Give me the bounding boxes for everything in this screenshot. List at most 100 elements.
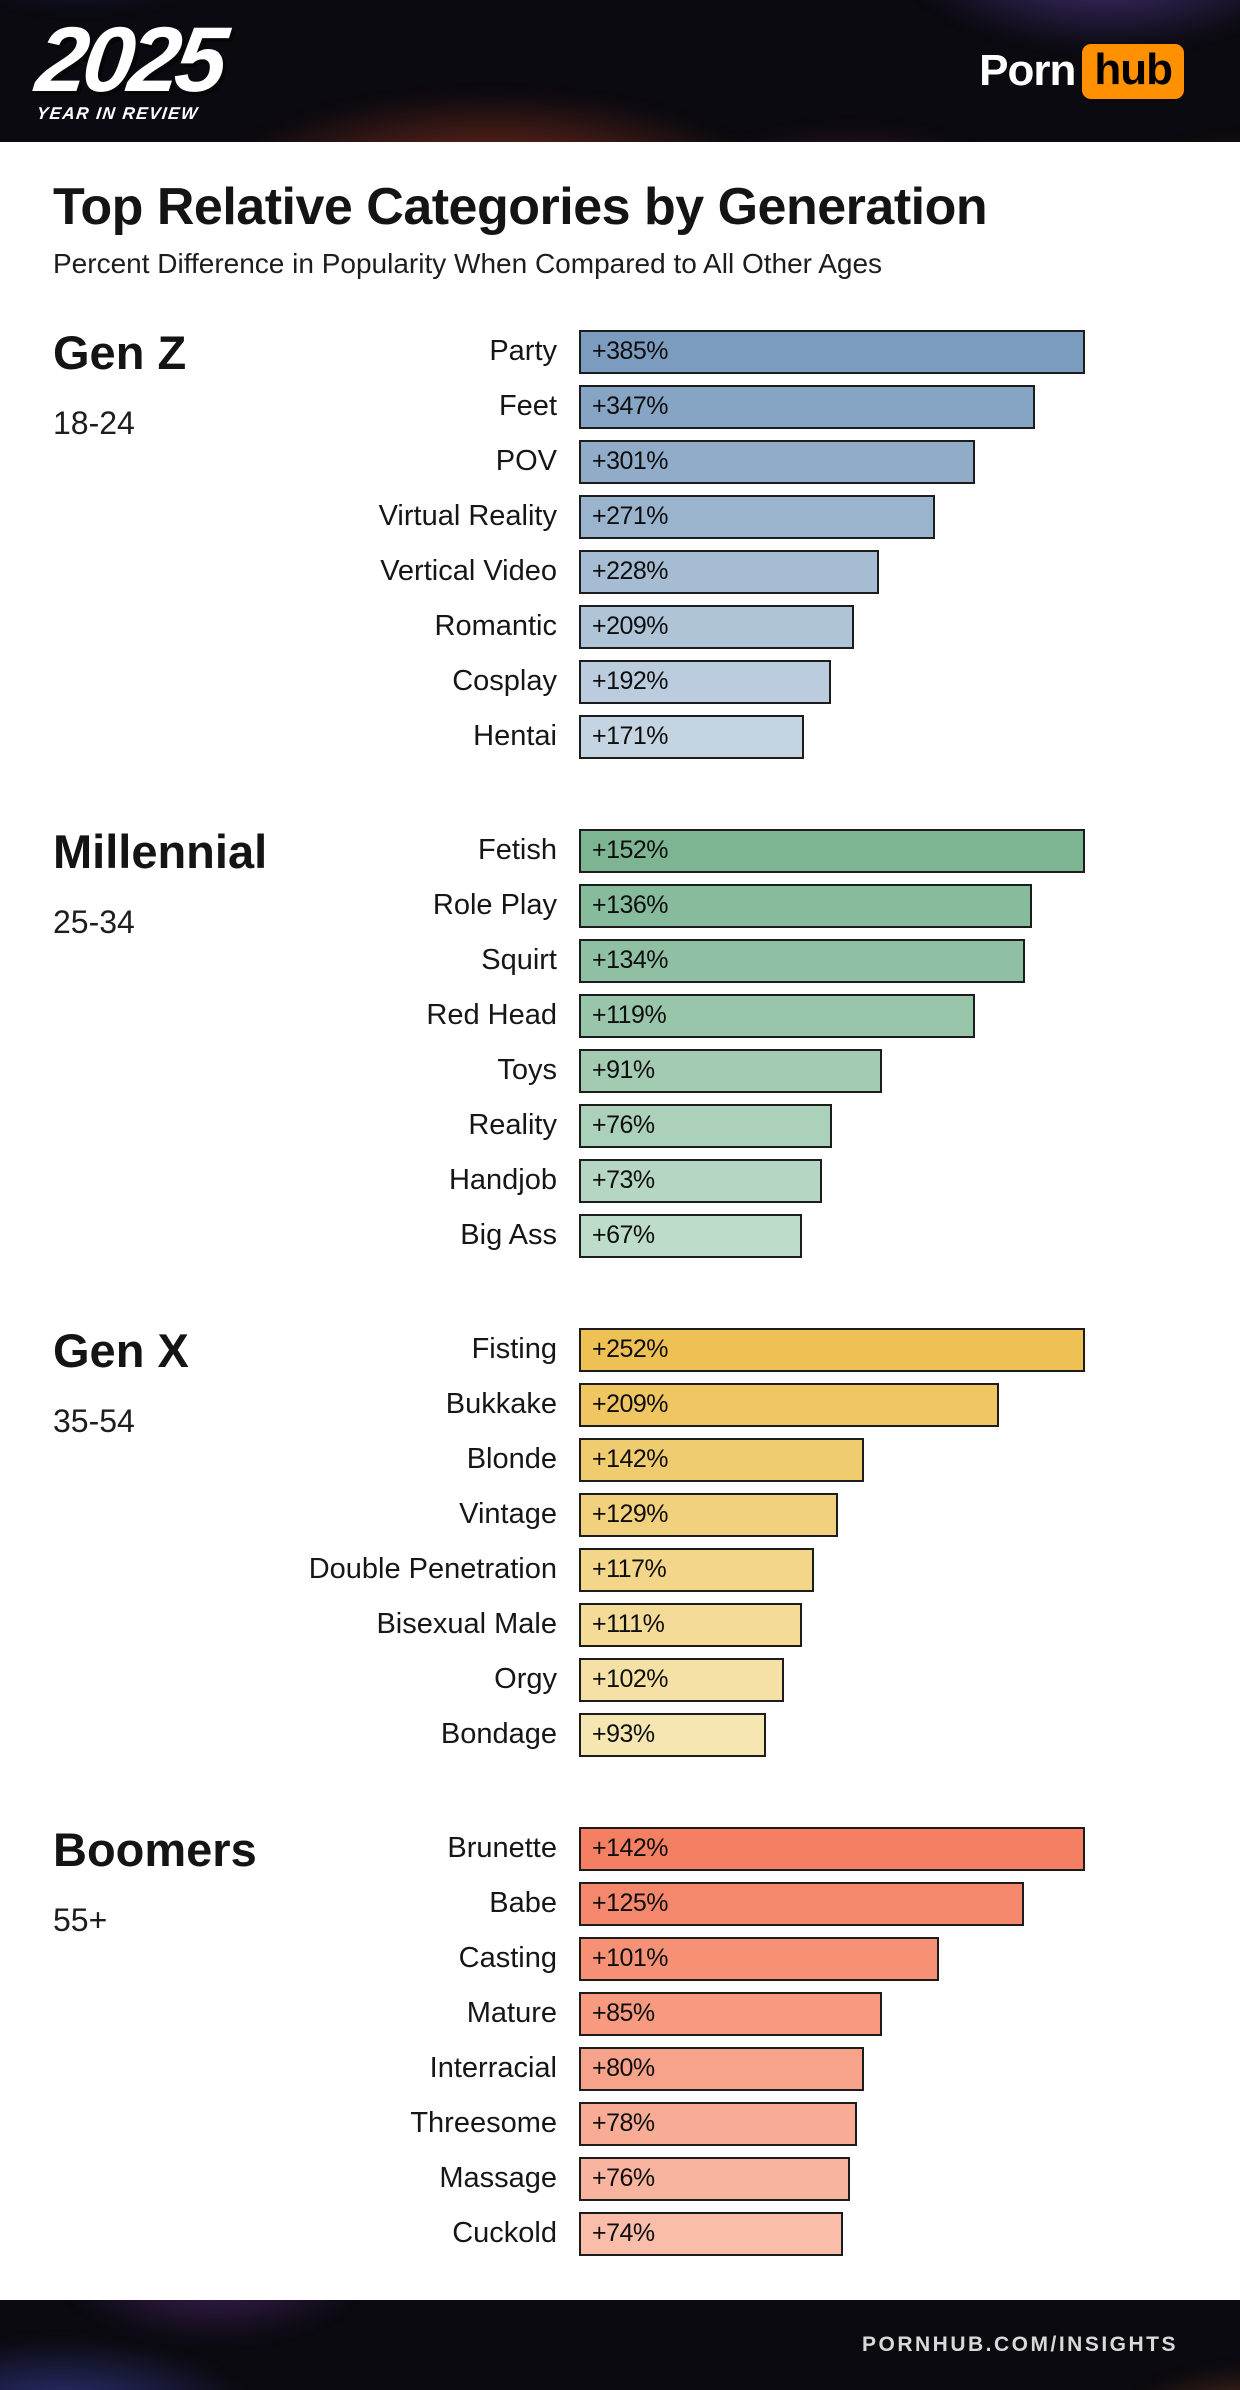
bar: +129% — [579, 1492, 839, 1537]
bar-value-label: +271% — [592, 502, 669, 531]
bar-row: Blonde +142% — [303, 1437, 1085, 1482]
bar-value-label: +80% — [592, 2054, 655, 2083]
bar-row: Bondage +93% — [303, 1712, 1085, 1757]
bar-value-label: +74% — [592, 2219, 655, 2248]
footer: PORNHUB.COM/INSIGHTS — [0, 2300, 1240, 2390]
bar-row: Romantic +209% — [303, 604, 1085, 649]
bar-value-label: +142% — [592, 1834, 669, 1863]
bar: +91% — [579, 1048, 882, 1093]
bar-value-label: +78% — [592, 2109, 655, 2138]
category-label: Threesome — [410, 2107, 557, 2140]
bar: +134% — [579, 938, 1026, 983]
bar-track: +111% — [579, 1602, 1085, 1647]
bar-track: +385% — [579, 329, 1085, 374]
bar: +136% — [579, 883, 1032, 928]
category-label: Cosplay — [452, 665, 557, 698]
bar: +385% — [579, 329, 1085, 374]
bar-track: +125% — [579, 1881, 1085, 1926]
bar-track: +171% — [579, 714, 1085, 759]
bar-row: POV +301% — [303, 439, 1085, 484]
group-header: Boomers 55+ — [53, 1822, 303, 2256]
bar-row: Casting +101% — [303, 1936, 1085, 1981]
category-label: Red Head — [426, 999, 557, 1032]
bar: +93% — [579, 1712, 766, 1757]
group-rows: Party +385% Feet +347% POV +301% Virtual… — [303, 329, 1085, 759]
category-label: Mature — [466, 1997, 557, 2030]
bar-row: Mature +85% — [303, 1991, 1085, 2036]
bar-value-label: +85% — [592, 1999, 655, 2028]
bar: +73% — [579, 1158, 822, 1203]
bar-value-label: +385% — [592, 337, 669, 366]
bar-value-label: +209% — [592, 612, 669, 641]
bar-track: +347% — [579, 384, 1085, 429]
logo-year: 2025 — [31, 8, 229, 111]
header: 2025 YEAR IN REVIEW Porn hub — [0, 0, 1240, 142]
category-label: Big Ass — [460, 1219, 557, 1252]
group-age-range: 35-54 — [53, 1403, 135, 1440]
bar-row: Massage +76% — [303, 2156, 1085, 2201]
group-header: Gen Z 18-24 — [53, 327, 303, 759]
bar: +119% — [579, 993, 976, 1038]
bar-value-label: +73% — [592, 1166, 655, 1195]
bar-row: Red Head +119% — [303, 993, 1085, 1038]
category-label: Cuckold — [452, 2217, 557, 2250]
bar-value-label: +76% — [592, 2164, 655, 2193]
bar-row: Brunette +142% — [303, 1826, 1085, 1871]
bar: +76% — [579, 2156, 850, 2201]
category-label: Romantic — [434, 610, 558, 643]
bar-value-label: +91% — [592, 1056, 655, 1085]
bar-value-label: +347% — [592, 392, 669, 421]
bar: +142% — [579, 1826, 1085, 1871]
bar-track: +101% — [579, 1936, 1085, 1981]
bar-row: Threesome +78% — [303, 2101, 1085, 2146]
bar-track: +271% — [579, 494, 1085, 539]
bar-value-label: +129% — [592, 1500, 669, 1529]
category-label: Virtual Reality — [378, 500, 557, 533]
bar-track: +73% — [579, 1158, 1085, 1203]
category-label: Fetish — [478, 834, 557, 867]
category-label: POV — [495, 445, 557, 478]
bar-row: Cuckold +74% — [303, 2211, 1085, 2256]
bar-row: Squirt +134% — [303, 938, 1085, 983]
category-label: Squirt — [481, 944, 557, 977]
bar-value-label: +142% — [592, 1445, 669, 1474]
group-name: Millennial — [53, 824, 268, 878]
bar-track: +192% — [579, 659, 1085, 704]
page-subtitle: Percent Difference in Popularity When Co… — [53, 247, 883, 279]
bar-value-label: +111% — [592, 1610, 665, 1639]
generation-group: Gen Z 18-24 Party +385% Feet +347% POV +… — [53, 327, 1240, 759]
bar-track: +119% — [579, 993, 1085, 1038]
group-name: Boomers — [53, 1822, 257, 1876]
category-label: Party — [489, 335, 557, 368]
bar-track: +134% — [579, 938, 1085, 983]
bar-value-label: +228% — [592, 557, 669, 586]
bar-value-label: +117% — [592, 1555, 667, 1584]
bar-value-label: +136% — [592, 891, 669, 920]
bar-value-label: +301% — [592, 447, 669, 476]
category-label: Bisexual Male — [376, 1608, 557, 1641]
bar: +152% — [579, 828, 1085, 873]
bar: +102% — [579, 1657, 784, 1702]
chart: Top Relative Categories by Generation Pe… — [0, 142, 1240, 2256]
bar: +271% — [579, 494, 936, 539]
group-rows: Fisting +252% Bukkake +209% Blonde +142%… — [303, 1327, 1085, 1757]
bar: +111% — [579, 1602, 802, 1647]
bar: +74% — [579, 2211, 843, 2256]
bar-value-label: +76% — [592, 1111, 655, 1140]
bar: +347% — [579, 384, 1036, 429]
bar-track: +136% — [579, 883, 1085, 928]
bar-value-label: +125% — [592, 1889, 669, 1918]
group-age-range: 18-24 — [53, 405, 135, 442]
category-label: Double Penetration — [308, 1553, 557, 1586]
footer-url: PORNHUB.COM/INSIGHTS — [861, 2333, 1178, 2356]
category-label: Feet — [498, 390, 557, 423]
category-label: Babe — [489, 1887, 557, 1920]
bar-row: Vintage +129% — [303, 1492, 1085, 1537]
bar: +192% — [579, 659, 832, 704]
bar-row: Toys +91% — [303, 1048, 1085, 1093]
bar-track: +93% — [579, 1712, 1085, 1757]
bar: +125% — [579, 1881, 1025, 1926]
bar-track: +85% — [579, 1991, 1085, 2036]
group-header: Millennial 25-34 — [53, 824, 303, 1258]
bar: +209% — [579, 604, 854, 649]
